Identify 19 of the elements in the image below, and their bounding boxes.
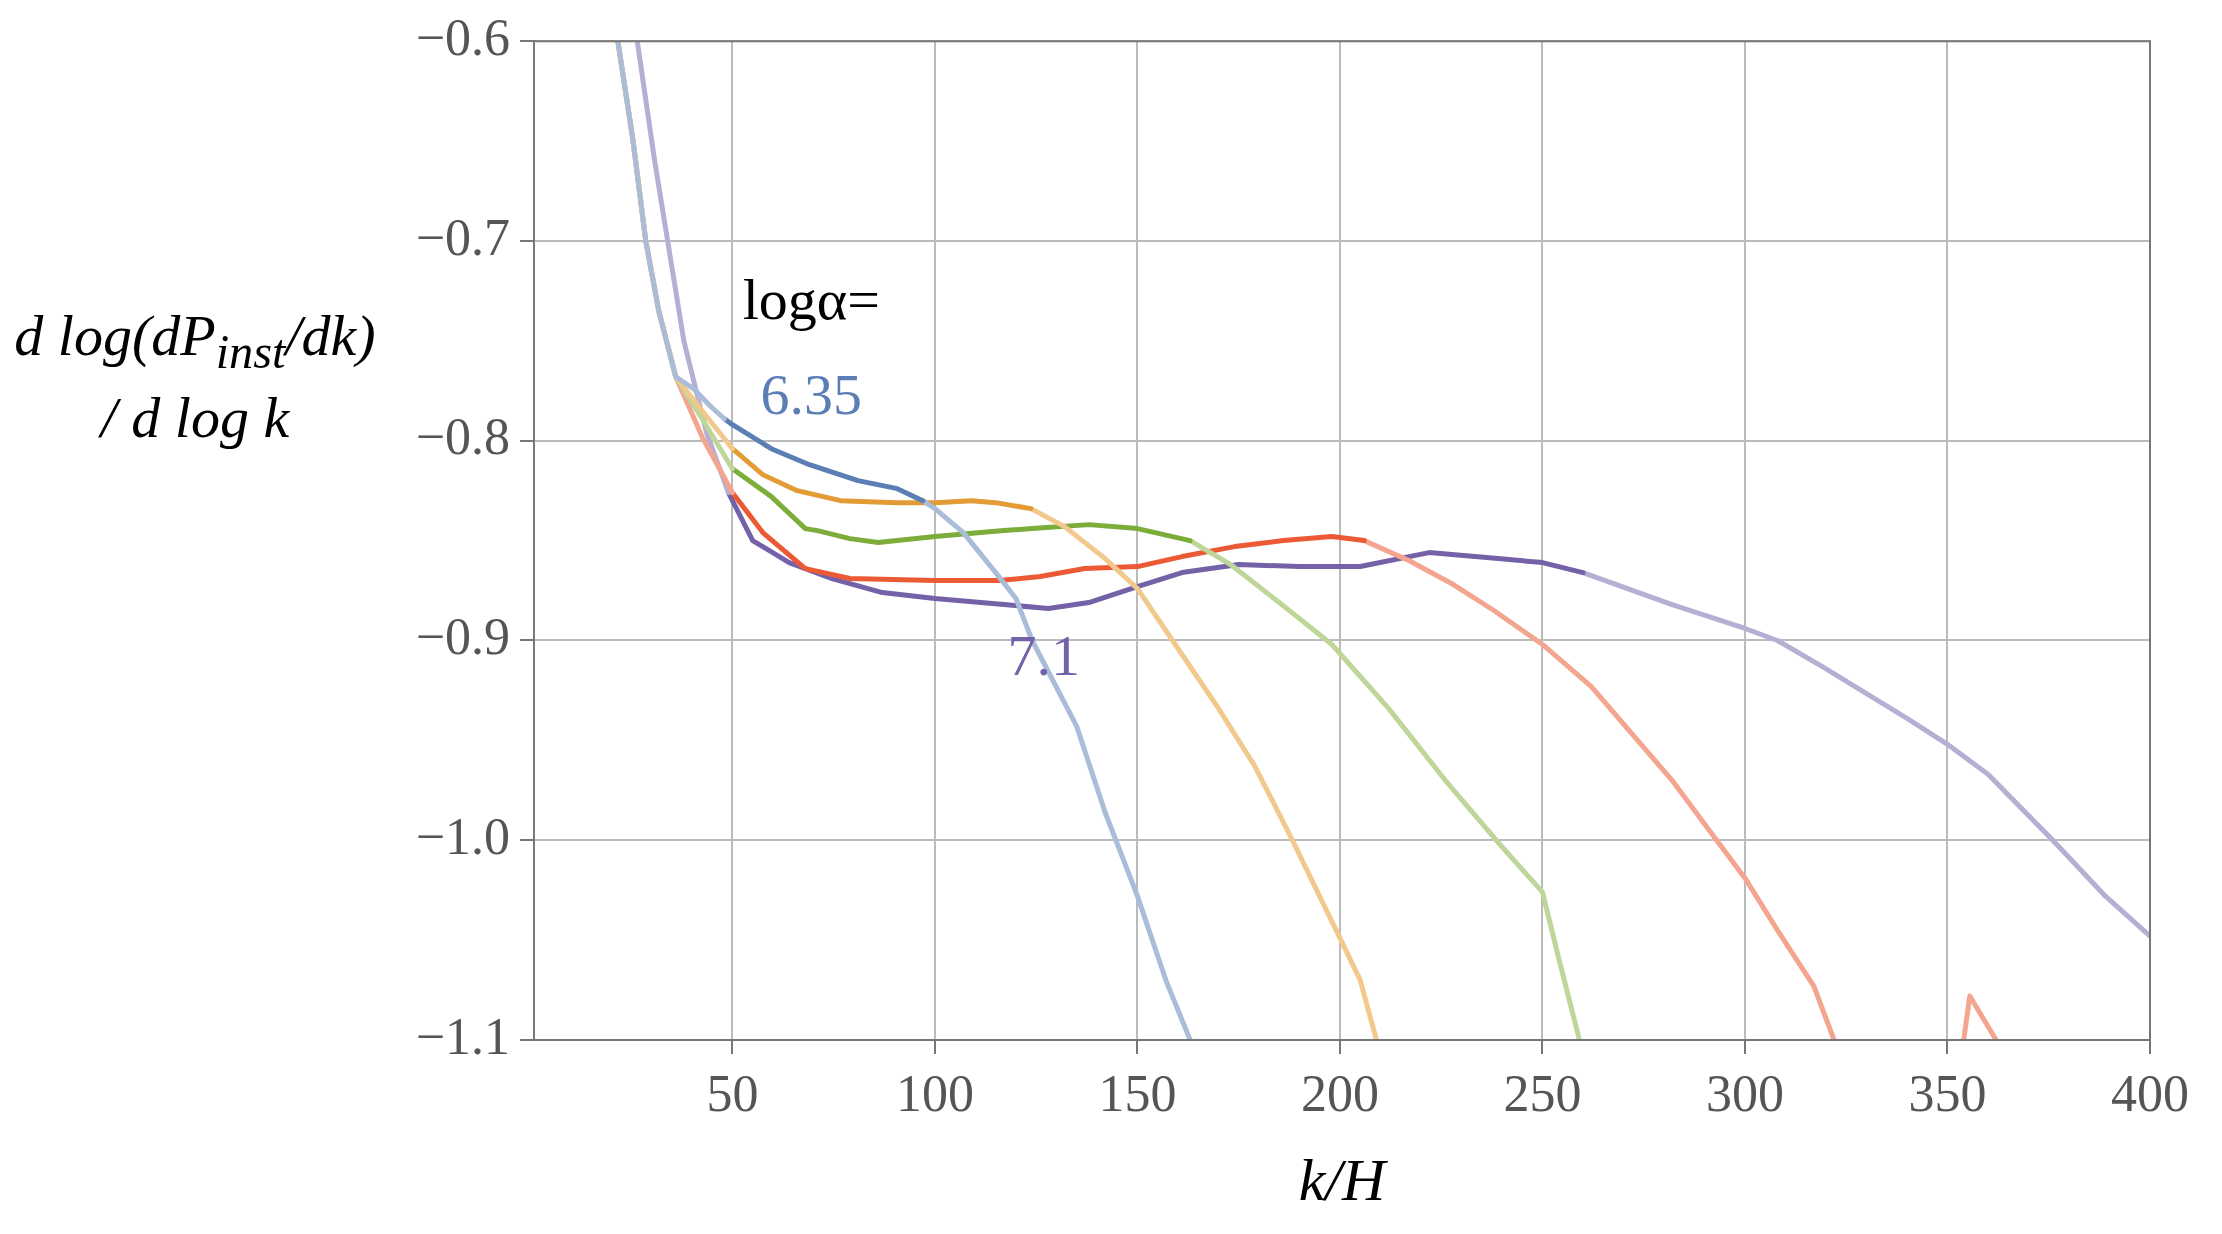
x-tick-label: 200 — [1300, 1064, 1379, 1122]
x-tick-label: 100 — [895, 1064, 974, 1122]
x-axis-title: k/H — [1298, 1146, 1389, 1213]
y-tick-label: −0.6 — [415, 8, 510, 66]
y-tick-label: −0.8 — [415, 408, 510, 466]
y-axis-title: d log(dP$_{inst}$/dk) / d log k — [13, 302, 377, 452]
y-tick-label: −0.9 — [415, 608, 510, 666]
x-tick-label: 150 — [1098, 1064, 1177, 1122]
y-tick-label: −1.1 — [415, 1007, 510, 1065]
series-label: 7.1 — [1007, 622, 1081, 688]
x-tick-label: 400 — [2111, 1064, 2189, 1122]
series-label: 6.35 — [760, 361, 863, 427]
x-tick-label: 300 — [1705, 1064, 1784, 1122]
x-tick-label: 250 — [1503, 1064, 1582, 1122]
y-tick-label: −0.7 — [415, 208, 510, 266]
annotation: logα= — [742, 266, 880, 332]
x-tick-label: 350 — [1908, 1064, 1987, 1122]
x-tick-label: 50 — [706, 1064, 759, 1122]
y-tick-label: −1.0 — [415, 807, 510, 865]
